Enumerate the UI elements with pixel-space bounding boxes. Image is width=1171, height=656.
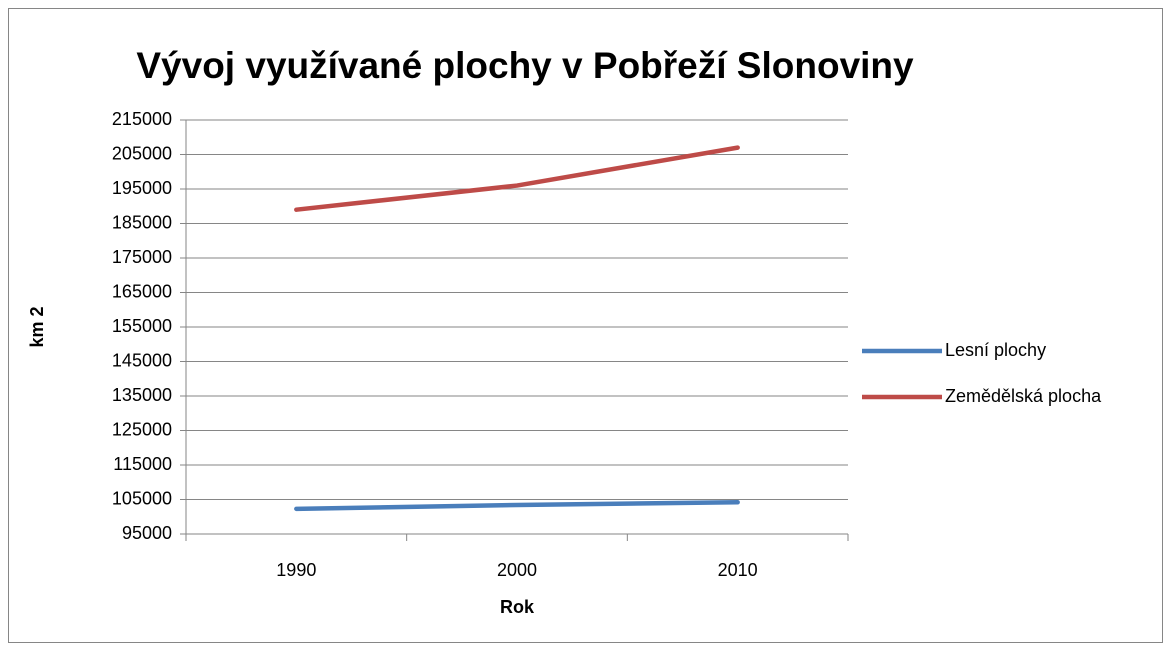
x-axis-label: Rok bbox=[500, 597, 535, 617]
chart-border bbox=[8, 8, 1163, 643]
y-tick-label: 165000 bbox=[112, 281, 172, 301]
y-tick-label: 195000 bbox=[112, 178, 172, 198]
y-tick-label: 185000 bbox=[112, 212, 172, 232]
y-tick-label: 95000 bbox=[122, 523, 172, 543]
y-tick-label: 215000 bbox=[112, 109, 172, 129]
y-tick-label: 155000 bbox=[112, 316, 172, 336]
chart-title: Vývoj využívané plochy v Pobřeží Slonovi… bbox=[136, 45, 914, 86]
data-line bbox=[294, 500, 740, 512]
legend-label: Zemědělská plocha bbox=[945, 386, 1102, 406]
y-tick-label: 105000 bbox=[112, 488, 172, 508]
y-axis-label: km 2 bbox=[27, 306, 47, 347]
y-tick-label: 115000 bbox=[113, 454, 172, 474]
y-tick-label: 135000 bbox=[112, 385, 172, 405]
y-tick-label: 205000 bbox=[112, 143, 172, 163]
y-tick-label: 175000 bbox=[112, 247, 172, 267]
y-tick-label: 125000 bbox=[112, 419, 172, 439]
x-tick-label: 2000 bbox=[497, 560, 537, 580]
x-tick-label: 2010 bbox=[718, 560, 758, 580]
legend-label: Lesní plochy bbox=[945, 340, 1046, 360]
data-line bbox=[294, 145, 740, 212]
x-tick-label: 1990 bbox=[276, 560, 316, 580]
y-tick-label: 145000 bbox=[112, 350, 172, 370]
